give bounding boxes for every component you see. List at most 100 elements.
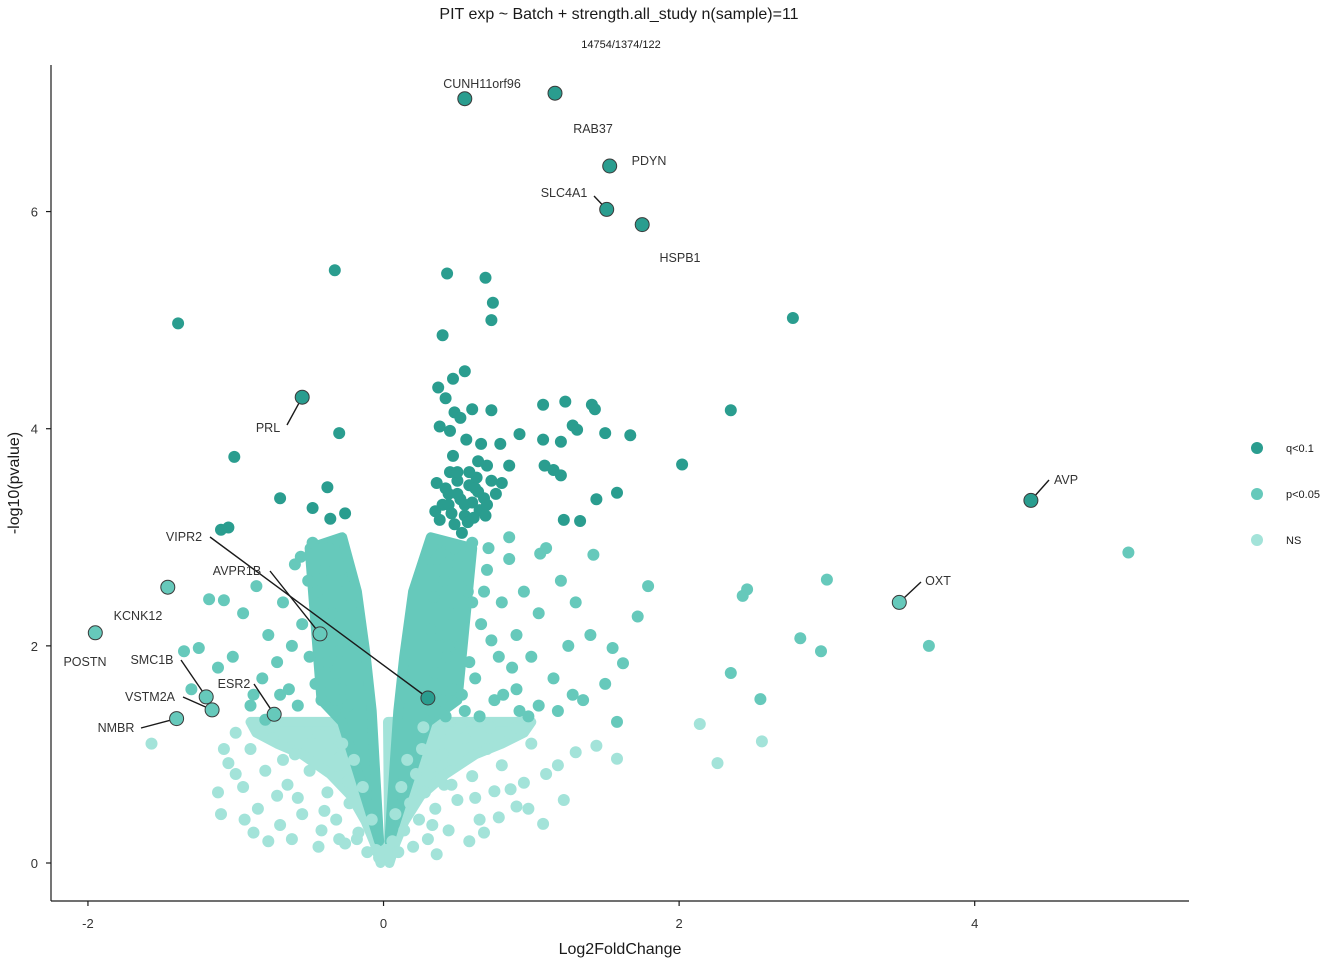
- data-point: [336, 737, 349, 750]
- data-point: [277, 596, 289, 609]
- data-point: [489, 487, 502, 500]
- data-point: [389, 808, 402, 821]
- data-point: [794, 632, 807, 645]
- data-point: [485, 474, 498, 487]
- data-point: [274, 492, 287, 505]
- legend-swatch: [1251, 442, 1263, 454]
- data-point: [532, 607, 545, 620]
- legend-label: NS: [1286, 535, 1301, 547]
- data-point: [624, 429, 637, 442]
- data-point: [303, 764, 316, 777]
- data-point: [262, 629, 275, 641]
- labeled-point-vstm2a: [204, 702, 220, 718]
- data-point: [333, 833, 346, 846]
- y-axis-ticks: 0 2 4 6: [31, 205, 51, 871]
- data-point: [676, 458, 689, 471]
- labeled-point-rab37: [547, 85, 563, 101]
- data-point: [786, 312, 799, 324]
- data-point: [427, 591, 440, 603]
- data-point: [373, 851, 386, 864]
- data-point: [395, 781, 408, 793]
- data-point: [574, 515, 587, 527]
- data-point: [306, 502, 319, 514]
- data-point: [693, 718, 706, 730]
- labeled-point-esr2: [266, 706, 282, 722]
- data-point: [318, 804, 331, 817]
- data-point: [435, 547, 448, 560]
- data-point: [294, 550, 307, 563]
- data-point: [291, 699, 304, 712]
- labeled-point-postn: [87, 625, 103, 641]
- data-point: [424, 623, 437, 636]
- data-point: [250, 580, 263, 593]
- data-point: [424, 761, 437, 774]
- data-point: [325, 607, 338, 620]
- data-point: [458, 732, 471, 745]
- data-point: [492, 811, 505, 824]
- data-point: [566, 688, 579, 701]
- labeled-point-hspb1: [634, 217, 650, 233]
- data-point: [413, 813, 425, 826]
- data-point: [318, 563, 331, 576]
- legend: q<0.1 p<0.05 NS: [1251, 442, 1320, 547]
- data-point: [569, 596, 582, 609]
- data-point: [337, 574, 350, 587]
- data-point: [473, 813, 486, 826]
- gene-label-avp: AVP: [1054, 473, 1078, 487]
- data-point: [281, 778, 294, 791]
- labeled-point-oxt: [891, 594, 907, 610]
- data-point: [611, 715, 623, 728]
- data-point: [540, 768, 553, 780]
- data-point: [815, 645, 827, 658]
- data-point: [472, 455, 485, 468]
- data-point: [433, 420, 446, 433]
- leader-line-vipr2: [209, 536, 429, 699]
- data-point: [226, 650, 239, 663]
- data-point: [755, 735, 768, 748]
- data-point: [458, 365, 471, 378]
- labeled-point-avpr1b: [312, 626, 328, 642]
- data-point: [178, 645, 190, 658]
- data-point: [429, 667, 442, 679]
- x-axis-ticks: -2 0 2 4: [82, 901, 978, 931]
- data-point: [398, 824, 411, 837]
- data-point: [309, 677, 322, 690]
- data-point: [494, 437, 507, 450]
- data-point: [315, 824, 328, 837]
- data-point: [537, 398, 550, 411]
- data-point: [554, 574, 567, 587]
- data-point: [451, 487, 464, 500]
- data-point: [325, 743, 338, 755]
- labeled-point-cunh11orf96: [457, 91, 473, 107]
- data-point: [466, 536, 479, 549]
- data-point: [282, 683, 295, 696]
- data-point: [506, 661, 519, 674]
- data-point: [590, 739, 603, 752]
- y-tick-label: 0: [31, 856, 38, 871]
- data-point: [300, 726, 313, 739]
- data-point: [711, 757, 724, 770]
- data-point: [460, 433, 473, 446]
- data-points: [89, 87, 1135, 864]
- gene-label-esr2: ESR2: [218, 677, 251, 691]
- data-point: [469, 672, 482, 685]
- data-point: [510, 629, 523, 641]
- data-point: [517, 585, 530, 598]
- data-point: [145, 737, 158, 750]
- data-point: [537, 817, 550, 830]
- data-point: [441, 267, 454, 280]
- data-point: [588, 403, 601, 416]
- data-point: [724, 404, 737, 417]
- data-point: [503, 553, 516, 565]
- data-point: [551, 705, 564, 717]
- data-point: [724, 667, 737, 679]
- data-point: [429, 802, 442, 815]
- data-point: [469, 791, 482, 804]
- data-point: [296, 618, 309, 631]
- data-point: [386, 835, 399, 848]
- data-point: [455, 688, 468, 701]
- data-point: [532, 699, 545, 712]
- data-point: [429, 505, 442, 518]
- data-point: [488, 785, 501, 798]
